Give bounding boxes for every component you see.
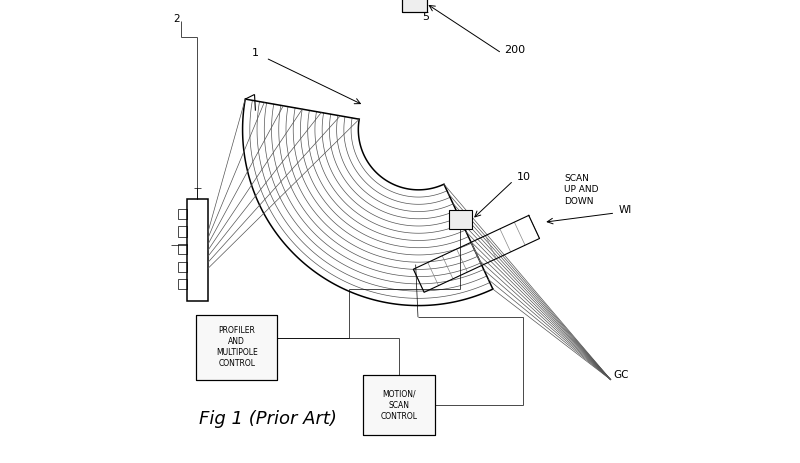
Text: 1: 1 <box>252 48 258 58</box>
Text: 2: 2 <box>174 13 180 24</box>
Bar <box>402 0 427 12</box>
Bar <box>196 315 278 380</box>
Text: 200: 200 <box>504 44 526 55</box>
Text: 5: 5 <box>422 12 430 22</box>
Bar <box>363 375 434 435</box>
Text: SCAN
UP AND
DOWN: SCAN UP AND DOWN <box>564 174 599 206</box>
Text: MOTION/
SCAN
CONTROL: MOTION/ SCAN CONTROL <box>380 389 418 421</box>
Bar <box>178 226 187 237</box>
Bar <box>178 209 187 219</box>
Bar <box>178 244 187 254</box>
Bar <box>402 0 427 12</box>
Bar <box>449 210 472 229</box>
Bar <box>178 262 187 272</box>
Text: WI: WI <box>618 205 632 215</box>
Bar <box>196 315 278 380</box>
Text: PROFILER
AND
MULTIPOLE
CONTROL: PROFILER AND MULTIPOLE CONTROL <box>216 326 258 369</box>
Bar <box>187 199 208 301</box>
Bar <box>363 375 434 435</box>
Text: GC: GC <box>613 370 629 380</box>
Text: Fig 1 (Prior Art): Fig 1 (Prior Art) <box>199 410 337 428</box>
Text: 10: 10 <box>517 172 530 182</box>
Bar <box>178 279 187 289</box>
